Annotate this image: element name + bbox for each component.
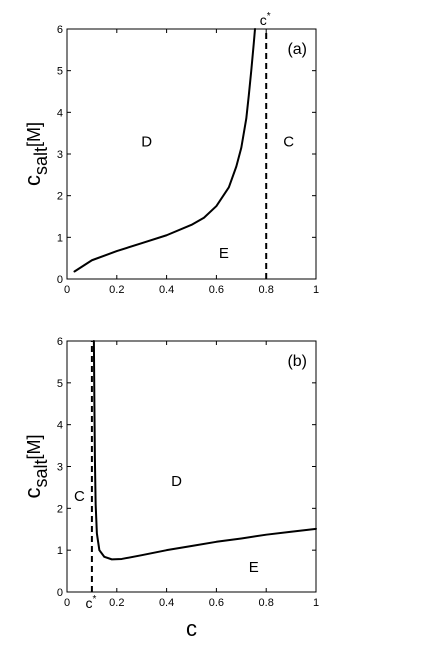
x-tick-label: 0.4 [159, 284, 174, 296]
panel-label: (b) [287, 353, 307, 370]
cstar-label: c* [260, 11, 271, 28]
x-tick-label: 0.2 [109, 284, 124, 296]
x-tick-label: 0 [64, 597, 70, 609]
y-tick-label: 0 [57, 274, 63, 286]
region-label-c: C [283, 134, 294, 151]
y-axis-label-symbol: c [20, 175, 45, 186]
x-tick-label: 0.8 [259, 597, 274, 609]
region-label-d: D [171, 473, 182, 490]
cstar-superscript: * [267, 11, 271, 22]
y-axis-label: csalt[M] [20, 122, 51, 186]
y-axis-label-subscript: salt [31, 459, 51, 487]
phase-boundary-curve [73, 28, 256, 273]
cstar-superscript: * [92, 594, 96, 605]
y-tick-label: 3 [57, 149, 63, 161]
y-tick-label: 5 [57, 66, 63, 78]
region-label-e: E [219, 245, 229, 262]
y-tick-label: 4 [57, 107, 63, 119]
region-label-c: C [74, 488, 85, 505]
x-tick-label: 1 [313, 597, 319, 609]
y-tick-label: 1 [57, 232, 63, 244]
y-axis-label: csalt[M] [20, 434, 51, 498]
y-axis-label-unit: [M] [24, 122, 44, 147]
x-tick-label: 0.2 [109, 597, 124, 609]
cstar-label: c* [85, 594, 96, 611]
phase-boundary-curve [92, 340, 317, 561]
x-tick-label: 0.4 [159, 597, 174, 609]
x-tick-label: 0.6 [209, 597, 224, 609]
x-tick-label: 0.8 [259, 284, 274, 296]
y-tick-label: 2 [57, 503, 63, 515]
region-label-d: D [141, 134, 152, 151]
y-tick-label: 1 [57, 545, 63, 557]
y-axis-label-symbol: c [20, 488, 45, 499]
y-tick-label: 2 [57, 191, 63, 203]
x-tick-label: 0 [64, 284, 70, 296]
x-tick-label: 1 [313, 284, 319, 296]
y-tick-label: 4 [57, 420, 63, 432]
y-tick-label: 0 [57, 587, 63, 599]
panel-label: (a) [287, 41, 307, 58]
cstar-symbol: c [260, 12, 267, 28]
y-axis-label-unit: [M] [24, 434, 44, 459]
x-tick-label: 0.6 [209, 284, 224, 296]
y-axis-label-subscript: salt [31, 147, 51, 175]
cstar-symbol: c [85, 595, 92, 611]
y-tick-label: 6 [57, 24, 63, 36]
y-tick-label: 3 [57, 462, 63, 474]
y-tick-label: 5 [57, 378, 63, 390]
region-label-e: E [249, 559, 259, 576]
y-tick-label: 6 [57, 336, 63, 348]
x-axis-label: c [186, 616, 197, 641]
